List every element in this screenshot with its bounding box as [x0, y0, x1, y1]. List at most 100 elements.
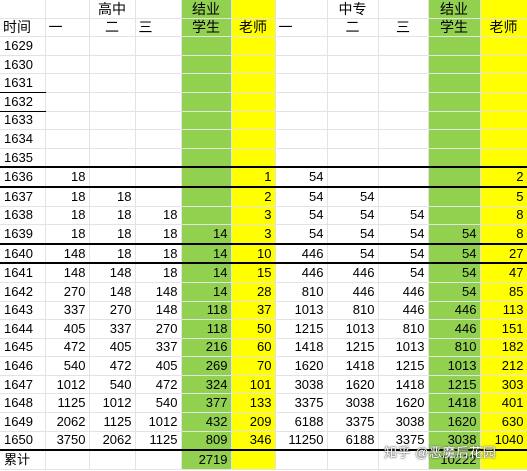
header-row-columns: 时间 一 二 三 学生 老师 一 二 三 学生 老师 [0, 18, 527, 38]
row-year: 1650 [0, 431, 46, 451]
table-row: 1646 540 472 405 269 70 1620 1418 1215 1013 212 [0, 356, 527, 376]
cell-s1: 809 [181, 431, 232, 451]
cell-m1: 1418 [275, 338, 328, 358]
total-empty [135, 449, 182, 470]
cell-h1: 18 [45, 186, 90, 207]
total-empty [327, 449, 379, 470]
cell-t2: 303 [480, 375, 527, 395]
cell-h3: 148 [135, 301, 182, 321]
cell-s2 [428, 186, 481, 207]
cell-h2: 1012 [89, 393, 136, 414]
total-empty [378, 449, 429, 470]
cell-s2: 3038 [428, 431, 481, 451]
row-year: 1629 [0, 36, 46, 56]
cell-t2: 8 [480, 206, 527, 226]
cell-s1 [181, 73, 232, 93]
row-year: 1633 [0, 111, 46, 131]
cell-s1 [181, 206, 232, 226]
row-year: 1644 [0, 319, 46, 339]
cell-s1: 216 [181, 338, 232, 358]
cell-m2 [327, 36, 379, 56]
cell-m2: 54 [327, 186, 379, 207]
header-empty-m3 [378, 0, 429, 19]
total-row: 累计 2719 10222 [0, 449, 527, 470]
cell-m1: 11250 [275, 431, 328, 451]
table-row: 1648 1125 1012 540 377 133 3375 3038 1620 1418 401 [0, 393, 527, 414]
cell-m2: 6188 [327, 431, 379, 451]
cell-s2 [428, 55, 481, 75]
row-year: 1641 [0, 263, 46, 283]
cell-t1: 209 [231, 412, 276, 432]
cell-s2: 1418 [428, 393, 481, 414]
cell-s2 [428, 92, 481, 112]
row-year: 1635 [0, 148, 46, 169]
cell-m2: 3375 [327, 412, 379, 432]
cell-m1 [275, 129, 328, 149]
cell-m3: 1013 [378, 338, 429, 358]
header-grad-1: 结业 [181, 0, 232, 19]
cell-t2 [480, 73, 527, 93]
cell-m2: 54 [327, 206, 379, 226]
cell-m2: 54 [327, 243, 379, 265]
cell-h3: 405 [135, 356, 182, 376]
cell-h2: 270 [89, 301, 136, 321]
cell-t2: 5 [480, 186, 527, 207]
cell-h3 [135, 167, 182, 188]
cell-m1: 54 [275, 186, 328, 207]
cell-m3: 3375 [378, 431, 429, 451]
header-m3: 三 [378, 18, 429, 38]
cell-s1 [181, 55, 232, 75]
table-row: 1634 [0, 129, 527, 149]
cell-m1 [275, 148, 328, 169]
cell-t2: 47 [480, 263, 527, 283]
cell-s2: 54 [428, 224, 481, 245]
cell-m1 [275, 55, 328, 75]
row-year: 1642 [0, 282, 46, 302]
header-empty-h3 [135, 0, 182, 19]
cell-h3 [135, 55, 182, 75]
cell-h2 [89, 111, 136, 131]
cell-t1: 3 [231, 206, 276, 226]
header-group-mid: 中专 [327, 0, 379, 19]
cell-s2 [428, 206, 481, 226]
cell-m3 [378, 73, 429, 93]
row-year: 1634 [0, 129, 46, 149]
cell-t1: 3 [231, 224, 276, 245]
cell-h3: 18 [135, 263, 182, 283]
cell-m3: 3038 [378, 412, 429, 432]
cell-m3 [378, 167, 429, 188]
cell-m3: 1215 [378, 356, 429, 376]
watermark: 知乎 @恶魔后花园 [384, 442, 496, 461]
cell-t1: 28 [231, 282, 276, 302]
cell-h1: 1012 [45, 375, 90, 395]
cell-t2: 113 [480, 301, 527, 321]
cell-h3 [135, 186, 182, 207]
cell-s1 [181, 36, 232, 56]
row-year: 1643 [0, 301, 46, 321]
cell-t1: 133 [231, 393, 276, 414]
table-row: 1649 2062 1125 1012 432 209 6188 3375 3038 1620 63… [0, 412, 527, 432]
cell-t2: 151 [480, 319, 527, 339]
cell-m1: 1215 [275, 319, 328, 339]
total-empty [45, 449, 90, 470]
row-year: 1646 [0, 356, 46, 376]
cell-t2: 27 [480, 243, 527, 265]
table-row: 1629 [0, 36, 527, 56]
cell-t1 [231, 92, 276, 112]
cell-m3: 1620 [378, 393, 429, 414]
cell-t2 [480, 92, 527, 112]
cell-s1: 432 [181, 412, 232, 432]
table-row: 1633 [0, 111, 527, 131]
cell-m3: 446 [378, 282, 429, 302]
cell-m2: 1013 [327, 319, 379, 339]
total-students-2: 10222 [428, 449, 481, 470]
cell-s1: 14 [181, 243, 232, 265]
row-year: 1648 [0, 393, 46, 414]
cell-m1: 54 [275, 224, 328, 245]
cell-s1 [181, 186, 232, 207]
cell-m2: 1418 [327, 356, 379, 376]
cell-h1 [45, 36, 90, 56]
cell-m3 [378, 36, 429, 56]
cell-t2: 85 [480, 282, 527, 302]
